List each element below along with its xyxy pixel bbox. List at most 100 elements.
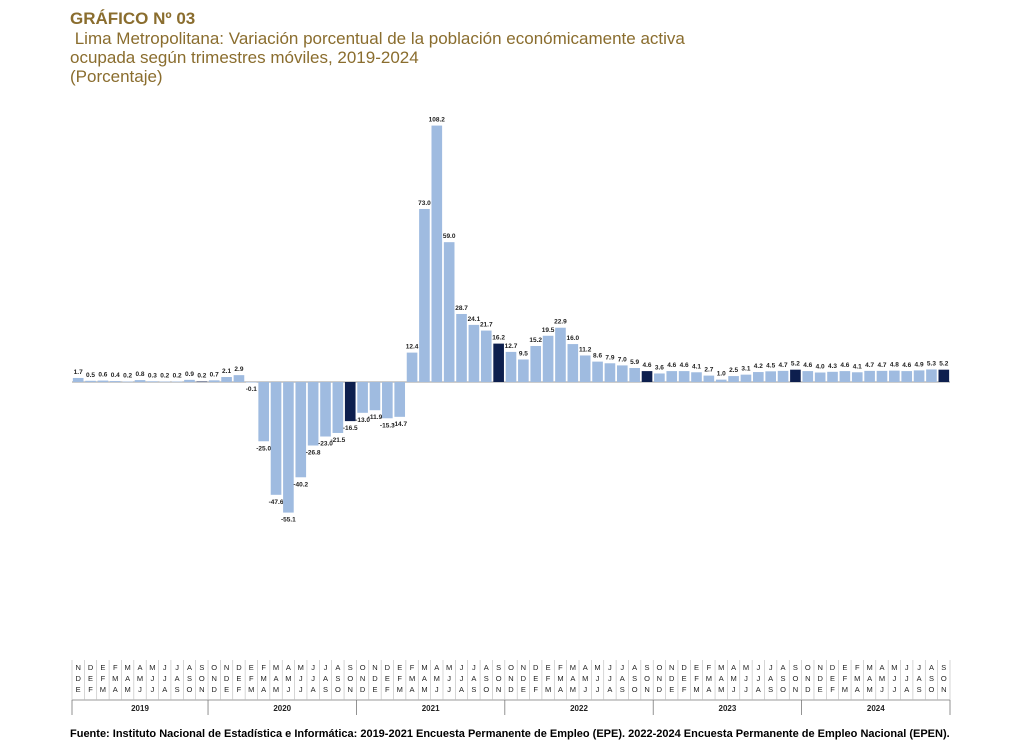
bar xyxy=(97,380,109,382)
bar xyxy=(777,370,789,382)
month-label: F xyxy=(88,685,93,694)
bar xyxy=(592,361,603,382)
bar-value-label: 4.7 xyxy=(779,362,788,369)
bar xyxy=(270,382,282,495)
bar xyxy=(394,382,406,417)
month-label: D xyxy=(681,663,687,672)
bar-value-label: 19.5 xyxy=(542,327,555,334)
month-label: M xyxy=(842,685,848,694)
month-label: J xyxy=(311,663,315,672)
month-label: M xyxy=(582,674,588,683)
month-label: M xyxy=(891,663,897,672)
year-label: 2024 xyxy=(867,704,885,713)
bar xyxy=(382,382,393,419)
bar-value-label: 11.2 xyxy=(579,346,592,353)
chart-number: GRÁFICO Nº 03 xyxy=(70,9,196,28)
bar-value-label: 0.4 xyxy=(111,372,120,379)
month-label: S xyxy=(645,663,650,672)
bar xyxy=(691,372,702,382)
bar xyxy=(728,376,739,382)
month-label: A xyxy=(607,685,612,694)
bar xyxy=(864,370,875,382)
month-label: J xyxy=(583,685,587,694)
month-label: A xyxy=(125,674,130,683)
month-label: S xyxy=(348,663,353,672)
bar-value-label: 5.9 xyxy=(630,359,639,366)
month-label: A xyxy=(335,663,340,672)
month-label: N xyxy=(521,663,526,672)
bar xyxy=(147,381,158,382)
month-label: J xyxy=(324,663,328,672)
bar-value-label: 0.2 xyxy=(173,373,182,380)
month-label: O xyxy=(805,663,811,672)
bar-value-label: 5.3 xyxy=(927,360,936,367)
bar xyxy=(740,374,752,382)
month-label: J xyxy=(151,685,155,694)
bar-value-label: -40.2 xyxy=(293,481,308,488)
bar-value-label: 16.0 xyxy=(567,335,580,342)
month-label: O xyxy=(792,674,798,683)
year-label: 2019 xyxy=(131,704,149,713)
month-label: F xyxy=(546,674,551,683)
bar-value-label: 21.7 xyxy=(480,322,493,329)
month-label: M xyxy=(421,663,427,672)
bar-value-label: -16.5 xyxy=(343,425,358,432)
month-label: J xyxy=(620,663,624,672)
bar xyxy=(938,369,950,382)
bar-value-label: 4.1 xyxy=(853,363,862,370)
month-label: S xyxy=(484,674,489,683)
month-label: M xyxy=(570,685,576,694)
bar-value-label: 4.1 xyxy=(692,363,701,370)
month-label: M xyxy=(545,685,551,694)
month-label: J xyxy=(892,674,896,683)
bar-value-label: 73.0 xyxy=(418,200,431,207)
year-label: 2023 xyxy=(719,704,737,713)
month-label: J xyxy=(917,663,921,672)
bar xyxy=(109,381,121,382)
month-label: F xyxy=(237,685,242,694)
month-label: N xyxy=(372,663,377,672)
month-label: O xyxy=(941,674,947,683)
bar-value-label: 4.6 xyxy=(667,362,676,369)
month-label: E xyxy=(694,663,699,672)
month-label: M xyxy=(248,685,254,694)
month-label: F xyxy=(558,663,563,672)
month-label: E xyxy=(546,663,551,672)
month-label: A xyxy=(434,663,439,672)
month-label: A xyxy=(768,674,773,683)
month-label: F xyxy=(682,685,687,694)
month-label: M xyxy=(421,685,427,694)
month-label: O xyxy=(199,674,205,683)
bar xyxy=(307,382,319,446)
title-block: GRÁFICO Nº 03 Lima Metropolitana: Variac… xyxy=(70,8,970,86)
chart-title-line2: ocupada según trimestres móviles, 2019-2… xyxy=(70,48,419,67)
month-label: J xyxy=(756,674,760,683)
month-label: J xyxy=(608,663,612,672)
bar-value-label: 0.2 xyxy=(160,373,169,380)
bar-value-label: -15.3 xyxy=(380,422,395,429)
month-label: A xyxy=(719,674,724,683)
month-label: J xyxy=(175,663,179,672)
bar xyxy=(295,382,307,478)
bar xyxy=(629,368,640,382)
month-label: E xyxy=(100,663,105,672)
month-label: E xyxy=(385,674,390,683)
month-label: J xyxy=(905,674,909,683)
month-label: O xyxy=(644,674,650,683)
bar-value-label: 59.0 xyxy=(443,233,456,240)
month-label: O xyxy=(929,685,935,694)
month-label: D xyxy=(508,685,514,694)
bar xyxy=(604,363,616,382)
bar xyxy=(926,369,937,382)
bar-value-label: -23.0 xyxy=(318,441,333,448)
month-label: A xyxy=(323,674,328,683)
month-label: S xyxy=(929,674,934,683)
month-label: N xyxy=(644,685,649,694)
bar xyxy=(839,371,851,382)
month-label: F xyxy=(410,663,415,672)
bar xyxy=(567,344,579,382)
month-label: D xyxy=(236,663,242,672)
month-label: A xyxy=(867,674,872,683)
bar xyxy=(913,370,925,382)
month-label: J xyxy=(138,685,142,694)
